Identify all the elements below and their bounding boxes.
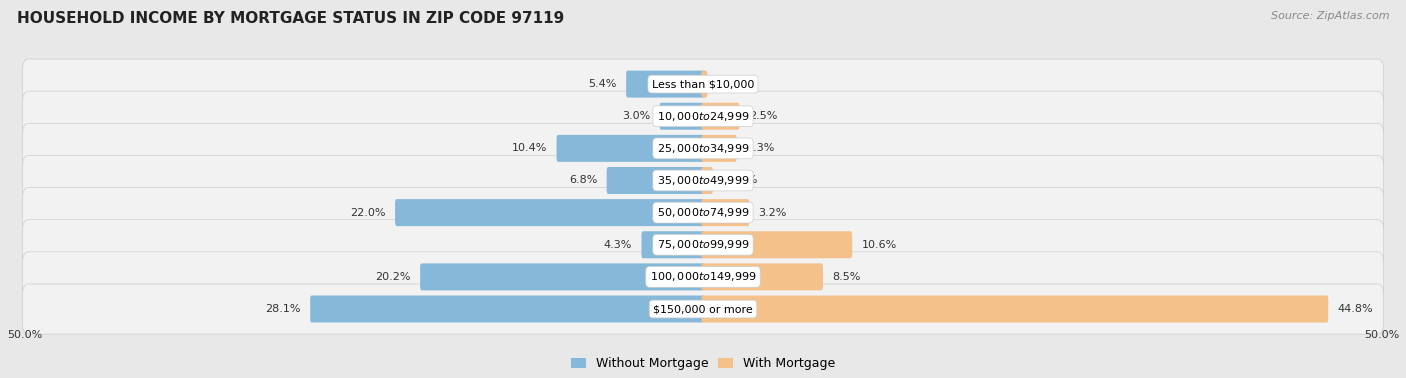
Text: $150,000 or more: $150,000 or more bbox=[654, 304, 752, 314]
Text: $50,000 to $74,999: $50,000 to $74,999 bbox=[657, 206, 749, 219]
FancyBboxPatch shape bbox=[395, 199, 704, 226]
FancyBboxPatch shape bbox=[626, 71, 704, 98]
FancyBboxPatch shape bbox=[702, 103, 740, 130]
FancyBboxPatch shape bbox=[22, 91, 1384, 141]
FancyBboxPatch shape bbox=[22, 284, 1384, 334]
Text: 5.4%: 5.4% bbox=[588, 79, 617, 89]
FancyBboxPatch shape bbox=[606, 167, 704, 194]
FancyBboxPatch shape bbox=[702, 231, 852, 258]
FancyBboxPatch shape bbox=[702, 167, 713, 194]
Text: 6.8%: 6.8% bbox=[569, 175, 598, 186]
Text: Less than $10,000: Less than $10,000 bbox=[652, 79, 754, 89]
Text: Source: ZipAtlas.com: Source: ZipAtlas.com bbox=[1271, 11, 1389, 21]
FancyBboxPatch shape bbox=[702, 296, 1329, 322]
Text: 50.0%: 50.0% bbox=[1364, 330, 1399, 340]
FancyBboxPatch shape bbox=[641, 231, 704, 258]
Text: 10.4%: 10.4% bbox=[512, 143, 547, 153]
FancyBboxPatch shape bbox=[22, 59, 1384, 109]
FancyBboxPatch shape bbox=[311, 296, 704, 322]
FancyBboxPatch shape bbox=[557, 135, 704, 162]
FancyBboxPatch shape bbox=[702, 263, 823, 290]
Text: $25,000 to $34,999: $25,000 to $34,999 bbox=[657, 142, 749, 155]
FancyBboxPatch shape bbox=[22, 252, 1384, 302]
Text: 3.0%: 3.0% bbox=[621, 111, 650, 121]
Text: 28.1%: 28.1% bbox=[266, 304, 301, 314]
FancyBboxPatch shape bbox=[702, 135, 737, 162]
FancyBboxPatch shape bbox=[22, 220, 1384, 270]
Text: 3.2%: 3.2% bbox=[759, 208, 787, 218]
FancyBboxPatch shape bbox=[702, 71, 707, 98]
Text: 8.5%: 8.5% bbox=[832, 272, 860, 282]
Legend: Without Mortgage, With Mortgage: Without Mortgage, With Mortgage bbox=[565, 352, 841, 375]
FancyBboxPatch shape bbox=[702, 199, 749, 226]
FancyBboxPatch shape bbox=[22, 187, 1384, 238]
Text: 20.2%: 20.2% bbox=[375, 272, 411, 282]
FancyBboxPatch shape bbox=[22, 155, 1384, 206]
Text: 2.5%: 2.5% bbox=[749, 111, 778, 121]
Text: $35,000 to $49,999: $35,000 to $49,999 bbox=[657, 174, 749, 187]
Text: 44.8%: 44.8% bbox=[1337, 304, 1374, 314]
Text: 22.0%: 22.0% bbox=[350, 208, 385, 218]
Text: HOUSEHOLD INCOME BY MORTGAGE STATUS IN ZIP CODE 97119: HOUSEHOLD INCOME BY MORTGAGE STATUS IN Z… bbox=[17, 11, 564, 26]
FancyBboxPatch shape bbox=[22, 123, 1384, 174]
Text: 10.6%: 10.6% bbox=[862, 240, 897, 250]
Text: $100,000 to $149,999: $100,000 to $149,999 bbox=[650, 270, 756, 284]
Text: 2.3%: 2.3% bbox=[747, 143, 775, 153]
Text: 4.3%: 4.3% bbox=[603, 240, 633, 250]
Text: 0.2%: 0.2% bbox=[717, 79, 745, 89]
FancyBboxPatch shape bbox=[659, 103, 704, 130]
Text: 0.59%: 0.59% bbox=[723, 175, 758, 186]
FancyBboxPatch shape bbox=[420, 263, 704, 290]
Text: $10,000 to $24,999: $10,000 to $24,999 bbox=[657, 110, 749, 123]
Text: 50.0%: 50.0% bbox=[7, 330, 42, 340]
Text: $75,000 to $99,999: $75,000 to $99,999 bbox=[657, 238, 749, 251]
